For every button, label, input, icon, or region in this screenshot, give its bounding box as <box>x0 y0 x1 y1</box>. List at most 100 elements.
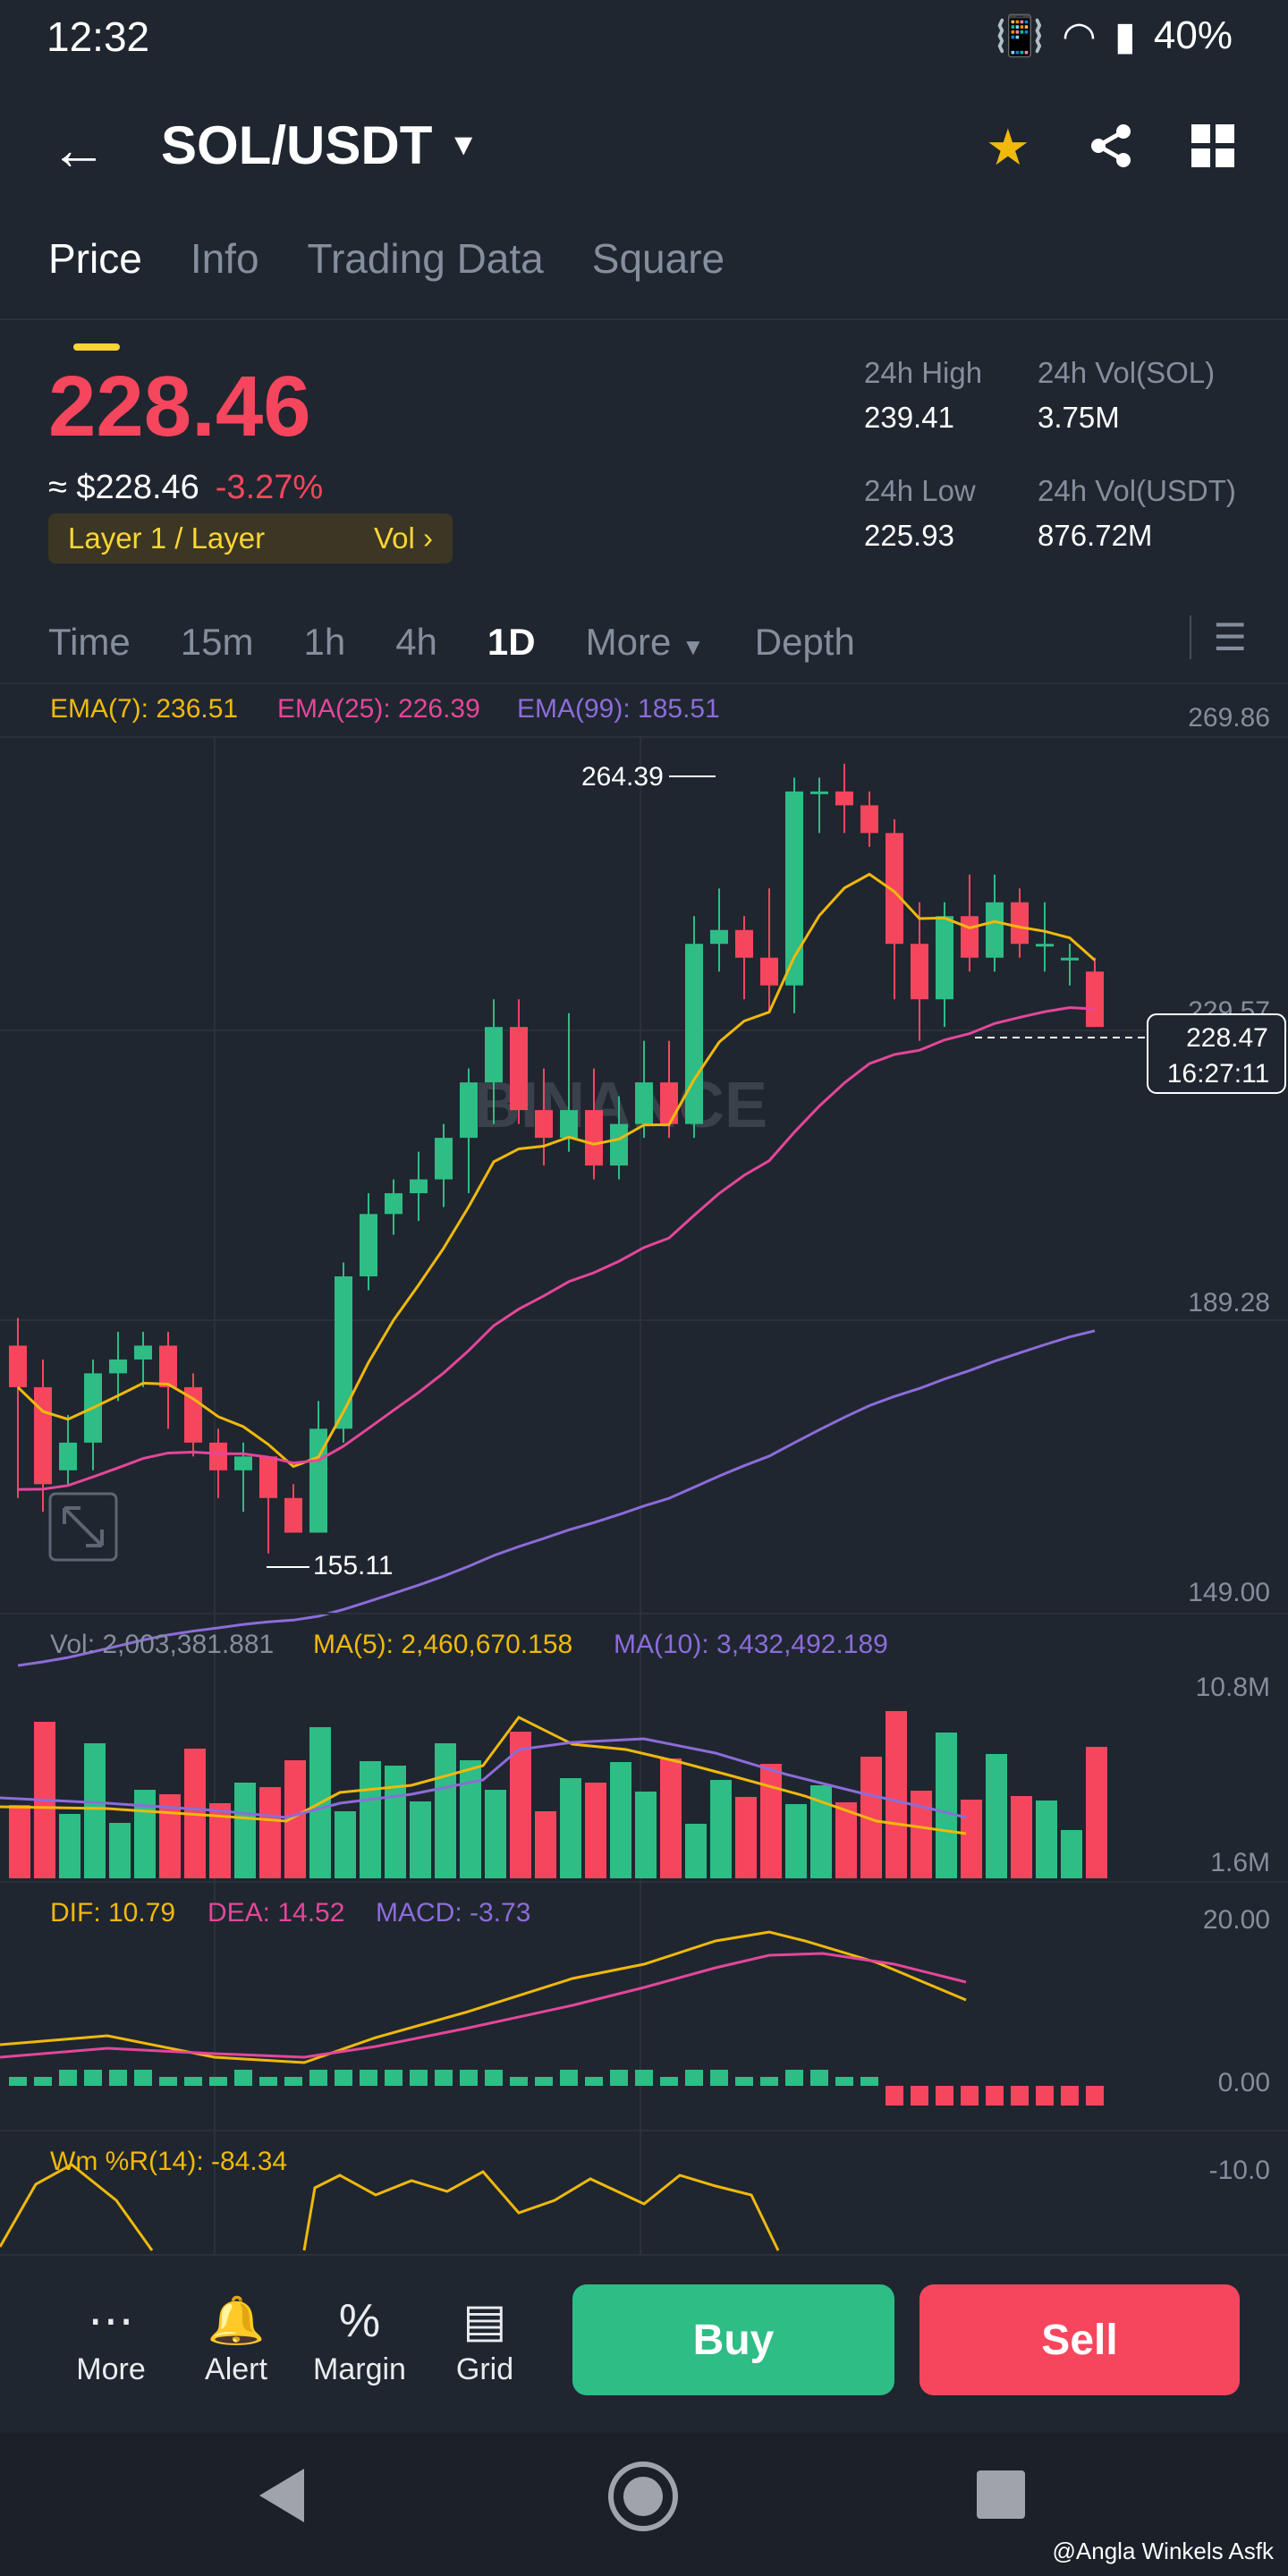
sell-button[interactable]: Sell <box>919 2284 1240 2395</box>
macd-bar <box>1086 2086 1104 2106</box>
macd-tick: 0.00 <box>1218 2068 1270 2097</box>
buy-button[interactable]: Buy <box>572 2284 894 2395</box>
volume-bar <box>510 1732 531 1878</box>
category-tag[interactable]: Layer 1 / Layer Vol › <box>48 513 453 564</box>
pair-selector[interactable]: SOL/USDT ▼ <box>161 114 479 176</box>
candle-body <box>560 1110 578 1139</box>
volume-bar <box>59 1814 80 1878</box>
volume-bar <box>735 1797 757 1878</box>
tf-time[interactable]: Time <box>48 621 131 663</box>
candle-body <box>309 1428 327 1533</box>
macd-bar <box>710 2070 728 2086</box>
candle-body <box>209 1442 227 1470</box>
share-icon[interactable] <box>1088 123 1134 174</box>
bottom-action-bar: ⋯ More 🔔 Alert % Margin ▤ Grid Buy Sell <box>0 2254 1288 2433</box>
volume-bar <box>460 1760 481 1878</box>
vol-sol-label: 24h Vol(SOL) <box>1038 356 1216 389</box>
alert-button[interactable]: 🔔 Alert <box>182 2290 290 2387</box>
ema25-legend: EMA(25): 226.39 <box>277 694 480 724</box>
volume-bar <box>134 1790 156 1878</box>
more-dots-icon: ⋯ <box>88 2295 134 2347</box>
vol-legend: Vol: 2,003,381.881 <box>50 1630 274 1659</box>
chart-settings-icon[interactable]: ☰ <box>1190 615 1247 659</box>
dea-legend: DEA: 14.52 <box>208 1898 344 1928</box>
candle-body <box>685 944 703 1124</box>
macd-bar <box>209 2077 227 2086</box>
volume-bar <box>1036 1801 1057 1878</box>
macd-bar <box>1036 2086 1054 2106</box>
macd-bar <box>360 2070 377 2086</box>
macd-bar <box>886 2086 903 2106</box>
y-tick: 149.00 <box>1188 1578 1270 1607</box>
tab-info[interactable]: Info <box>190 235 259 282</box>
candle-body <box>259 1456 277 1498</box>
caret-down-icon: ▼ <box>682 633 705 660</box>
tf-1h[interactable]: 1h <box>303 621 346 663</box>
tf-1d[interactable]: 1D <box>487 621 536 663</box>
vol-tick: 10.8M <box>1196 1673 1270 1702</box>
star-icon[interactable]: ★ <box>985 119 1030 175</box>
nav-back-icon[interactable] <box>259 2469 304 2522</box>
tf-more[interactable]: More ▼ <box>585 621 705 663</box>
tf-15m[interactable]: 15m <box>180 621 254 663</box>
battery-icon: ▮ <box>1114 13 1136 58</box>
grid-menu-icon[interactable] <box>1191 123 1234 172</box>
macd-bar <box>184 2077 202 2086</box>
macd-bar <box>961 2086 979 2106</box>
high-value: 239.41 <box>864 401 954 434</box>
chevron-right-icon: › <box>423 521 433 555</box>
tab-price[interactable]: Price <box>48 234 142 351</box>
system-nav-bar: @Angla Winkels Asfk <box>0 2433 1288 2576</box>
grid-button[interactable]: ▤ Grid <box>431 2290 538 2387</box>
candle-body <box>986 902 1004 958</box>
price-change: -3.27% <box>215 469 324 506</box>
volume-bar <box>610 1762 631 1878</box>
more-button[interactable]: ⋯ More <box>57 2290 165 2387</box>
candle-body <box>284 1497 302 1533</box>
volume-bar <box>109 1823 131 1878</box>
vibrate-icon: 📳 <box>995 14 1045 58</box>
tab-square[interactable]: Square <box>591 235 725 282</box>
volume-bar <box>335 1811 356 1878</box>
macd-bar <box>159 2077 177 2086</box>
dif-legend: DIF: 10.79 <box>50 1898 175 1928</box>
candle-body <box>410 1179 428 1194</box>
candle-body <box>810 791 828 794</box>
tag-vol: Vol › <box>373 521 433 555</box>
bell-icon: 🔔 <box>207 2295 266 2347</box>
candle-body <box>59 1442 77 1470</box>
ema99-legend: EMA(99): 185.51 <box>517 694 720 724</box>
macd-bar <box>760 2077 778 2086</box>
credit-text: @Angla Winkels Asfk <box>1052 2538 1274 2564</box>
expand-icon[interactable] <box>48 1492 118 1562</box>
volume-bar <box>560 1778 581 1878</box>
status-bar: 12:32 📳 ◠ ▮ 40% <box>0 0 1288 80</box>
macd-bar <box>84 2070 102 2086</box>
volume-bar <box>1011 1796 1032 1878</box>
macd-bar <box>785 2070 803 2086</box>
candle-body <box>234 1456 252 1470</box>
low-value: 225.93 <box>864 519 954 552</box>
candle-body <box>961 916 979 958</box>
margin-button[interactable]: % Margin <box>306 2290 413 2387</box>
tab-trading-data[interactable]: Trading Data <box>307 235 544 282</box>
candle-body <box>485 1027 503 1083</box>
macd-bar <box>34 2077 52 2086</box>
current-price-box <box>1147 1013 1286 1094</box>
macd-bar <box>610 2070 628 2086</box>
kline-chart[interactable]: EMA(7): 236.51 EMA(25): 226.39 EMA(99): … <box>0 680 1288 2254</box>
volume-bar <box>635 1792 657 1878</box>
macd-bar <box>585 2077 603 2086</box>
timeframe-bar: Time 15m 1h 4h 1D More ▼ Depth ☰ <box>48 615 1247 669</box>
candle-body <box>760 957 778 986</box>
macd-bar <box>234 2070 252 2086</box>
volume-bar <box>259 1787 281 1878</box>
macd-bar <box>134 2070 152 2086</box>
macd-bar <box>309 2070 327 2086</box>
nav-recents-icon[interactable] <box>977 2470 1025 2519</box>
price-usd-change: ≈ $228.46 -3.27% <box>48 469 323 507</box>
tf-depth[interactable]: Depth <box>754 621 855 663</box>
tf-4h[interactable]: 4h <box>395 621 437 663</box>
nav-home-icon[interactable] <box>608 2462 678 2531</box>
back-arrow-icon[interactable]: ← <box>50 117 107 182</box>
